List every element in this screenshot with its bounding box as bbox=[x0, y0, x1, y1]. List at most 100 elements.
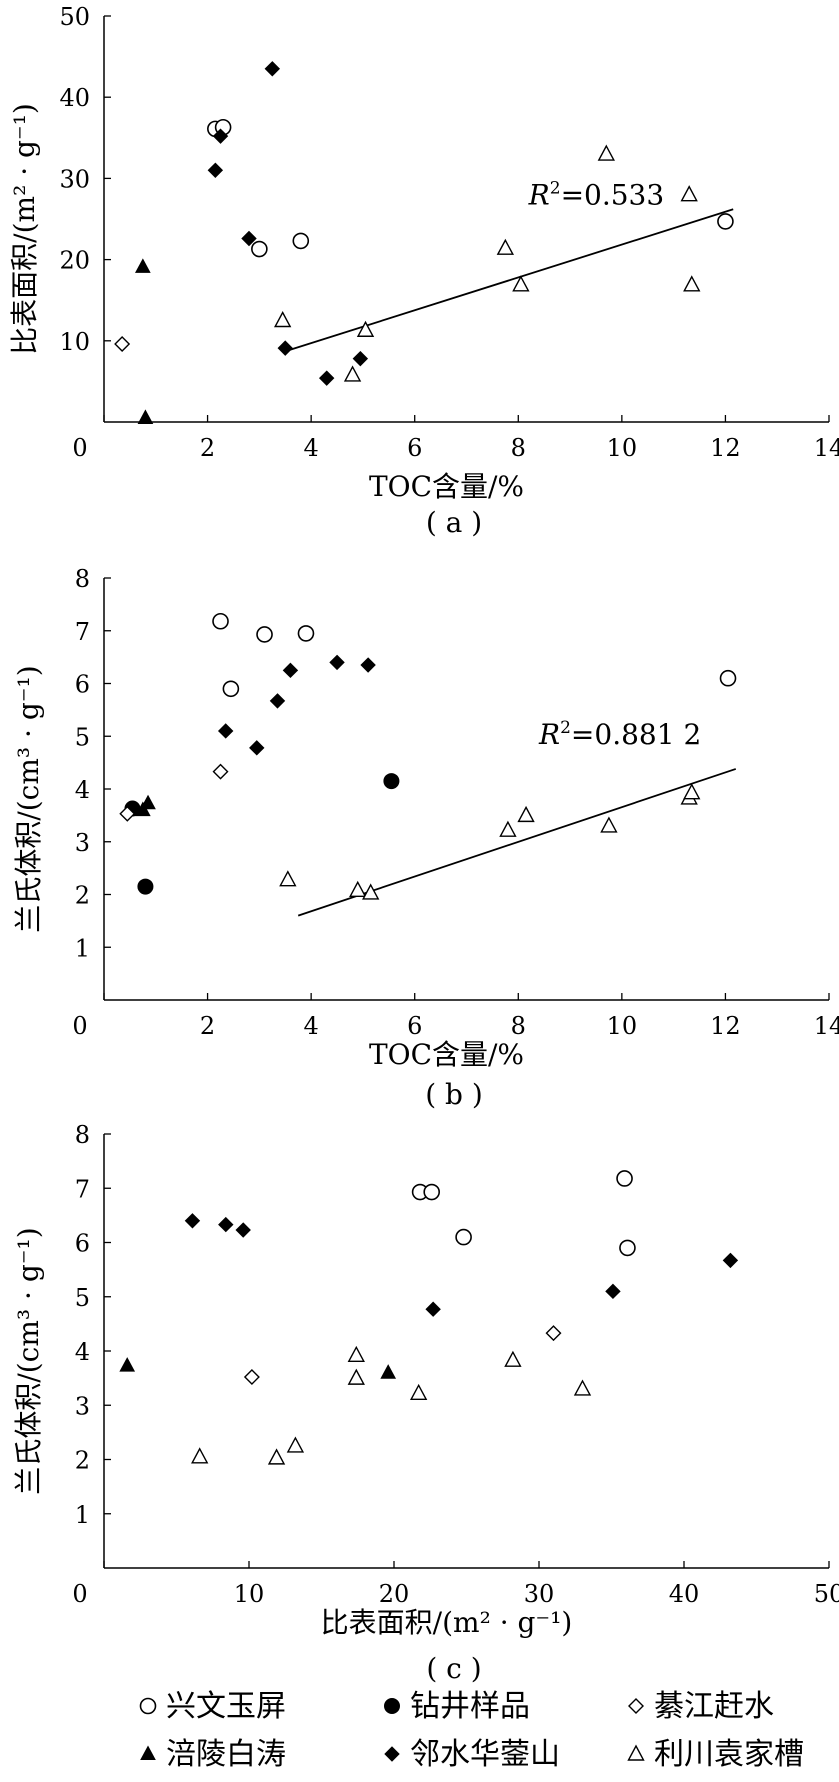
data-point bbox=[267, 1448, 286, 1465]
data-point bbox=[114, 336, 131, 353]
x-tick-label: 2 bbox=[200, 434, 215, 462]
y-tick-label: 2 bbox=[75, 882, 90, 910]
data-point bbox=[184, 1213, 201, 1229]
data-point bbox=[683, 275, 701, 292]
data-point bbox=[499, 820, 517, 837]
x-tick-label: 50 bbox=[814, 1580, 839, 1608]
origin-label: 0 bbox=[72, 434, 87, 462]
data-point bbox=[347, 1345, 365, 1363]
x-tick-label: 10 bbox=[607, 434, 638, 462]
y-tick-label: 10 bbox=[59, 328, 90, 356]
x-tick-label: 8 bbox=[511, 434, 526, 462]
x-tick-label: 4 bbox=[304, 434, 319, 462]
data-point bbox=[292, 232, 310, 250]
y-tick-label: 5 bbox=[75, 1284, 90, 1312]
data-point bbox=[264, 61, 281, 77]
legend-marker bbox=[140, 1745, 156, 1760]
data-point bbox=[256, 626, 273, 643]
data-point bbox=[409, 1383, 428, 1401]
data-point bbox=[119, 1357, 136, 1372]
data-point bbox=[383, 773, 400, 790]
data-point bbox=[605, 1283, 621, 1300]
data-point bbox=[380, 1364, 397, 1379]
x-tick-label: 2 bbox=[200, 1012, 215, 1040]
data-point bbox=[249, 740, 265, 756]
legend-label: 邻水华蓥山 bbox=[410, 1737, 560, 1772]
data-point bbox=[352, 350, 369, 367]
panel-c: 10 20 30 40 50 0 1 2 3 4 5 6 7 8 比表面积/(m² · g⁻¹) 兰氏体积/(… bbox=[12, 1121, 839, 1685]
data-point bbox=[217, 723, 234, 739]
x-tick-label: 6 bbox=[407, 434, 422, 462]
y-tick-label: 5 bbox=[75, 723, 90, 751]
legend-label: 利川袁家槽 bbox=[654, 1737, 804, 1772]
data-point bbox=[137, 878, 154, 895]
origin-label: 0 bbox=[72, 1012, 87, 1040]
data-point bbox=[360, 657, 376, 673]
panel-caption: ( b ) bbox=[425, 1078, 483, 1111]
data-point bbox=[423, 1183, 441, 1201]
data-point bbox=[251, 240, 268, 258]
data-point bbox=[207, 162, 224, 178]
legend-marker bbox=[139, 1697, 157, 1715]
y-tick-label: 4 bbox=[75, 1338, 90, 1366]
r-squared-label: R2=0.533 bbox=[528, 178, 665, 211]
data-point bbox=[573, 1379, 592, 1396]
x-tick-label: 40 bbox=[669, 1580, 700, 1608]
y-tick-label: 7 bbox=[75, 618, 90, 646]
y-tick-label: 4 bbox=[75, 776, 90, 804]
legend-marker bbox=[627, 1744, 645, 1761]
x-tick-label: 14 bbox=[814, 1012, 839, 1040]
data-point bbox=[235, 1222, 251, 1238]
data-point bbox=[600, 816, 618, 833]
data-point bbox=[356, 320, 375, 337]
legend-marker bbox=[384, 1698, 400, 1714]
data-point bbox=[212, 128, 229, 144]
data-point bbox=[347, 1368, 365, 1385]
data-point bbox=[282, 662, 299, 679]
data-point bbox=[683, 783, 701, 800]
x-axis-label: 比表面积/(m² · g⁻¹) bbox=[321, 1606, 573, 1639]
x-axis-label: TOC含量/% bbox=[369, 1038, 524, 1071]
data-point bbox=[517, 805, 535, 823]
x-tick-label: 20 bbox=[379, 1580, 410, 1608]
data-point bbox=[286, 1436, 305, 1453]
data-point bbox=[119, 805, 136, 822]
data-point bbox=[279, 870, 297, 887]
y-tick-label: 20 bbox=[59, 247, 90, 275]
data-point bbox=[140, 794, 156, 810]
panel-caption: ( a ) bbox=[426, 506, 482, 539]
data-point bbox=[616, 1170, 633, 1187]
x-tick-label: 10 bbox=[234, 1580, 265, 1608]
panel-a: 2 4 6 8 10 12 14 0 10 20 30 40 50 TOC含量/% 比表面积/(m² · g… bbox=[8, 3, 839, 539]
y-tick-label: 7 bbox=[75, 1175, 90, 1203]
y-tick-label: 6 bbox=[75, 1230, 90, 1258]
data-point bbox=[297, 625, 315, 642]
y-tick-label: 40 bbox=[59, 84, 90, 112]
data-point bbox=[545, 1325, 562, 1342]
legend-label: 钻井样品 bbox=[410, 1689, 530, 1724]
origin-label: 0 bbox=[72, 1580, 87, 1608]
x-tick-label: 14 bbox=[814, 434, 839, 462]
data-point bbox=[222, 680, 240, 698]
data-point bbox=[362, 883, 380, 900]
x-tick-label: 30 bbox=[524, 1580, 555, 1608]
data-point bbox=[137, 409, 154, 424]
data-point bbox=[277, 340, 293, 356]
data-point bbox=[425, 1301, 441, 1317]
legend-label: 兴文玉屏 bbox=[166, 1689, 286, 1724]
y-axis-label: 兰氏体积/(cm³ · g⁻¹) bbox=[12, 665, 45, 932]
x-tick-label: 4 bbox=[304, 1012, 319, 1040]
data-point bbox=[329, 654, 345, 671]
data-point bbox=[135, 258, 151, 273]
data-point bbox=[597, 144, 615, 161]
data-point bbox=[212, 763, 229, 780]
x-tick-label: 12 bbox=[710, 434, 741, 462]
legend-marker bbox=[384, 1746, 400, 1762]
r-squared-label: R2=0.881 2 bbox=[538, 718, 701, 751]
legend-label: 綦江赶水 bbox=[654, 1689, 774, 1724]
data-point bbox=[349, 880, 367, 897]
data-point bbox=[504, 1350, 522, 1367]
